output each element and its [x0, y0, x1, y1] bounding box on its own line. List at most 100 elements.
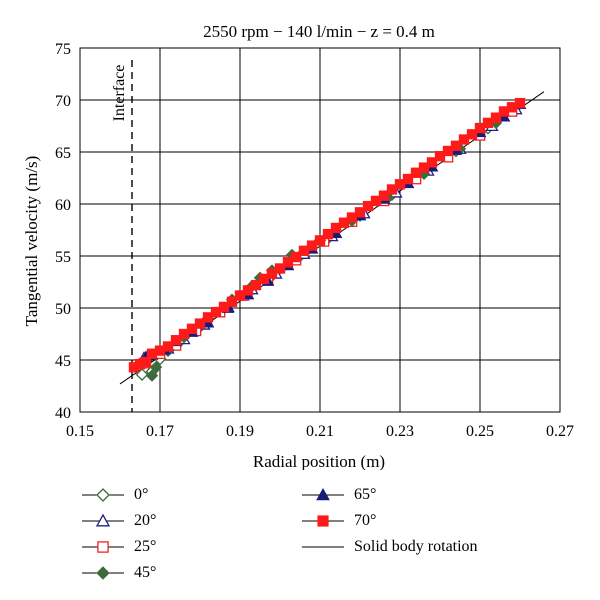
scatter-chart: 2550 rpm − 140 l/min − z = 0.4 m 0.15 0.1…: [22, 22, 574, 470]
data-point: [490, 112, 502, 123]
data-point: [194, 318, 206, 329]
data-point: [370, 195, 382, 207]
legend-marker: [97, 541, 109, 553]
data-point: [258, 273, 270, 285]
data-point: [426, 157, 438, 168]
legend-marker: [96, 566, 110, 580]
y-tick-label: 75: [55, 41, 71, 58]
legend-symbol: [82, 488, 124, 502]
legend-marker: [317, 515, 329, 527]
data-point: [145, 369, 159, 382]
legend-marker: [95, 513, 111, 527]
data-point: [410, 167, 422, 178]
legend-label: Solid body rotation: [354, 538, 478, 555]
y-axis-label: Tangential velocity (m/s): [22, 156, 41, 327]
data-point: [474, 122, 486, 134]
data-point: [274, 263, 286, 274]
x-tick-label: 0.21: [306, 423, 334, 440]
data-point: [338, 217, 350, 228]
data-point: [346, 212, 358, 223]
chart-title: 2550 rpm − 140 l/min − z = 0.4 m: [203, 22, 435, 41]
data-point: [394, 179, 406, 190]
data-point: [178, 328, 190, 340]
data-point: [442, 145, 454, 157]
y-tick-label: 55: [55, 249, 71, 266]
plot-frame: [79, 47, 561, 413]
data-point: [306, 240, 318, 251]
data-point: [202, 312, 214, 323]
data-point: [450, 140, 462, 151]
y-tick-label: 50: [55, 301, 71, 318]
data-point: [140, 356, 152, 368]
data-point: [434, 150, 446, 162]
legend-symbol: [82, 541, 124, 553]
y-tick-label: 65: [55, 145, 71, 162]
data-point: [466, 129, 478, 140]
legend-item: 0°: [80, 484, 148, 506]
legend-symbol: [82, 566, 124, 580]
legend-label: 20°: [134, 512, 157, 529]
data-point: [314, 235, 326, 246]
legend-label: 70°: [354, 512, 377, 529]
data-point: [290, 251, 302, 263]
data-point: [378, 190, 390, 201]
data-point: [170, 335, 182, 346]
data-point: [514, 97, 526, 109]
x-tick-label: 0.15: [66, 423, 94, 440]
data-point: [226, 296, 238, 307]
data-point: [162, 341, 174, 352]
data-point: [418, 162, 430, 173]
legend-symbol: [302, 487, 344, 501]
x-tick-label: 0.23: [386, 423, 414, 440]
legend-symbol: [82, 513, 124, 527]
legend-marker: [96, 488, 110, 502]
data-points: [128, 97, 527, 382]
legend-label: 65°: [354, 486, 377, 503]
data-point: [354, 207, 366, 218]
data-point: [482, 117, 494, 129]
data-point: [210, 306, 222, 318]
data-point: [282, 257, 294, 268]
data-point: [322, 228, 334, 240]
data-point: [234, 290, 246, 301]
legend-symbol: [302, 515, 344, 527]
x-tick-labels: 0.15 0.17 0.19 0.21 0.23 0.25 0.27: [66, 423, 574, 440]
data-point: [402, 173, 414, 185]
data-point: [330, 222, 342, 234]
x-axis-label: Radial position (m): [253, 452, 385, 470]
y-tick-labels: 40 45 50 55 60 65 70 75: [55, 41, 71, 422]
x-tick-label: 0.25: [466, 423, 494, 440]
legend-item: 25°: [80, 536, 156, 558]
legend-item: 20°: [80, 510, 156, 532]
data-point: [135, 368, 149, 381]
y-tick-label: 45: [55, 353, 71, 370]
x-tick-label: 0.27: [546, 423, 574, 440]
legend-item: 65°: [300, 484, 376, 506]
x-tick-label: 0.17: [146, 423, 174, 440]
legend-item: Solid body rotation: [300, 536, 478, 558]
y-tick-label: 40: [55, 405, 71, 422]
data-point: [386, 184, 398, 195]
data-point: [458, 134, 470, 145]
legend-label: 45°: [134, 564, 157, 581]
data-point: [186, 323, 198, 334]
data-point: [266, 268, 278, 279]
legend-item: 70°: [300, 510, 376, 532]
legend-label: 25°: [134, 538, 157, 555]
data-point: [362, 200, 374, 212]
legend-symbol: [302, 546, 344, 548]
data-point: [242, 285, 254, 296]
series-square-filled: [128, 97, 526, 373]
data-point: [250, 279, 262, 291]
legend-item: 45°: [80, 562, 156, 584]
data-point: [218, 301, 230, 313]
legend-label: 0°: [134, 486, 149, 503]
data-point: [298, 245, 310, 256]
x-tick-label: 0.19: [226, 423, 254, 440]
y-tick-label: 60: [55, 197, 71, 214]
legend-marker: [316, 487, 330, 501]
data-point: [149, 361, 163, 374]
interface-label: Interface: [111, 65, 128, 122]
legend: 0° 20° 25° 45° 65° 70° Solid body rotation: [0, 470, 600, 600]
y-tick-label: 70: [55, 93, 71, 110]
